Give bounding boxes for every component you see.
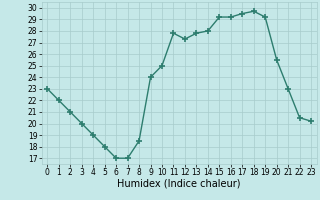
X-axis label: Humidex (Indice chaleur): Humidex (Indice chaleur) bbox=[117, 179, 241, 189]
